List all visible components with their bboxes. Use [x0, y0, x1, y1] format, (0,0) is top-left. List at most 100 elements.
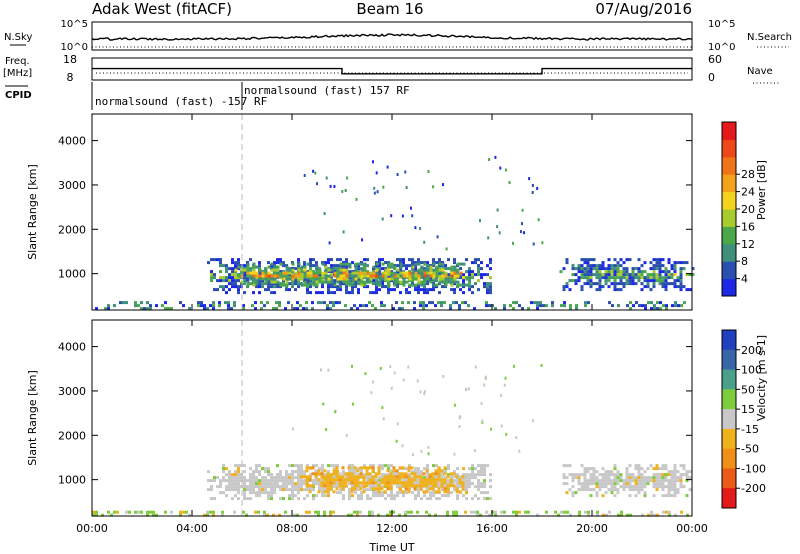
power-echo-cell: [419, 301, 422, 305]
power-echo-cell: [363, 262, 367, 266]
power-echo-cell: [471, 273, 474, 277]
power-echo-cell: [321, 291, 324, 295]
power-echo-cell: [598, 273, 602, 277]
velocity-echo-cell: [655, 488, 659, 492]
power-echo-cell: [402, 280, 406, 284]
velocity-echo-cell: [228, 476, 231, 480]
power-echo-cell: [104, 307, 107, 311]
power-echo-cell: [592, 282, 596, 286]
power-echo-cell: [426, 268, 430, 272]
velocity-echo-cell: [393, 494, 396, 498]
velocity-echo-cell: [249, 497, 252, 501]
power-echo-cell: [309, 291, 312, 295]
power-echo-cell: [441, 274, 445, 278]
power-echo-cell: [399, 280, 403, 284]
power-colorbar-swatch: [722, 209, 736, 227]
power-echo-cell: [378, 264, 381, 268]
velocity-echo-cell: [291, 464, 294, 468]
velocity-echo-cell: [374, 475, 378, 479]
velocity-echo-cell: [545, 510, 548, 514]
power-colorbar-swatch: [722, 243, 736, 262]
power-echo-cell: [452, 301, 455, 305]
power-echo-cell: [228, 267, 231, 271]
velocity-echo-cell: [356, 469, 360, 473]
power-echo-cell: [661, 258, 665, 262]
velocity-echo-cell: [616, 479, 620, 483]
velocity-echo-cell: [664, 467, 668, 471]
power-echo-cell: [468, 273, 471, 277]
velocity-echo-cell: [426, 473, 429, 477]
velocity-echo-cell: [270, 482, 273, 486]
velocity-echo-cell: [317, 513, 320, 517]
power-echo-cell: [300, 265, 304, 269]
velocity-echo-cell: [365, 481, 369, 485]
power-echo-cell: [288, 271, 292, 275]
power-echo-cell: [545, 304, 548, 308]
power-echo-cell: [363, 271, 367, 275]
power-echo-cell: [459, 283, 463, 287]
power-echo-cell: [658, 258, 662, 262]
power-echo-cell: [456, 280, 460, 284]
power-echo-cell: [243, 264, 246, 268]
power-echo-cell: [465, 258, 468, 262]
power-echo-cell: [441, 277, 445, 281]
velocity-echo-cell: [309, 473, 312, 477]
velocity-echo-cell: [392, 510, 395, 514]
power-echo-cell: [282, 261, 285, 265]
velocity-echo-cell: [234, 473, 237, 477]
velocity-echo-cell: [338, 475, 342, 479]
power-echo-cell: [474, 282, 477, 286]
power-echo-cell: [362, 304, 365, 308]
velocity-echo-cell: [362, 475, 366, 479]
velocity-echo-cell: [637, 485, 641, 489]
power-echo-cell: [267, 274, 271, 278]
power-echo-cell: [234, 264, 237, 268]
velocity-echo-cell: [658, 473, 662, 477]
velocity-echo-cell: [92, 510, 95, 514]
power-echo-cell: [577, 267, 581, 271]
velocity-echo-cell: [640, 467, 644, 471]
power-echo-cell: [203, 307, 206, 311]
power-echo-cell: [302, 307, 305, 311]
velocity-echo-cell: [258, 485, 261, 489]
power-echo-cell: [285, 277, 289, 281]
power-echo-cell: [474, 261, 477, 265]
power-echo-cell: [604, 270, 608, 274]
power-echo-cell: [441, 268, 445, 272]
velocity-echo-cell: [670, 488, 674, 492]
power-echo-cell: [246, 274, 250, 278]
velocity-echo-cell: [332, 481, 336, 485]
velocity-echo-cell: [637, 479, 641, 483]
power-echo-cell: [261, 282, 264, 286]
power-echo-cell: [622, 270, 626, 274]
power-echo-cell: [405, 280, 409, 284]
velocity-echo-cell: [423, 476, 426, 480]
velocity-echo-cell: [371, 484, 375, 488]
power-echo-cell: [450, 288, 453, 292]
velocity-echo-cell: [437, 490, 441, 494]
power-echo-cell: [326, 307, 329, 311]
velocity-echo-cell: [332, 478, 336, 482]
power-echo-cell: [381, 217, 384, 221]
power-echo-cell: [273, 291, 276, 295]
velocity-echo-cell: [455, 510, 458, 514]
power-echo-cell: [182, 304, 185, 308]
velocity-echo-cell: [375, 491, 378, 495]
power-echo-cell: [658, 273, 662, 277]
power-echo-cell: [402, 264, 405, 268]
power-echo-cell: [339, 262, 343, 266]
velocity-echo-cell: [625, 473, 629, 477]
velocity-echo-cell: [329, 513, 332, 517]
power-echo-cell: [589, 270, 593, 274]
velocity-echo-cell: [297, 464, 300, 468]
power-echo-cell: [354, 277, 358, 281]
velocity-echo-cell: [480, 482, 483, 486]
velocity-echo-cell: [209, 510, 212, 514]
power-echo-cell: [393, 274, 397, 278]
velocity-echo-cell: [610, 470, 614, 474]
power-echo-cell: [551, 304, 554, 308]
velocity-echo-cell: [243, 491, 246, 495]
velocity-echo-cell: [643, 485, 647, 489]
power-echo-cell: [326, 304, 329, 308]
